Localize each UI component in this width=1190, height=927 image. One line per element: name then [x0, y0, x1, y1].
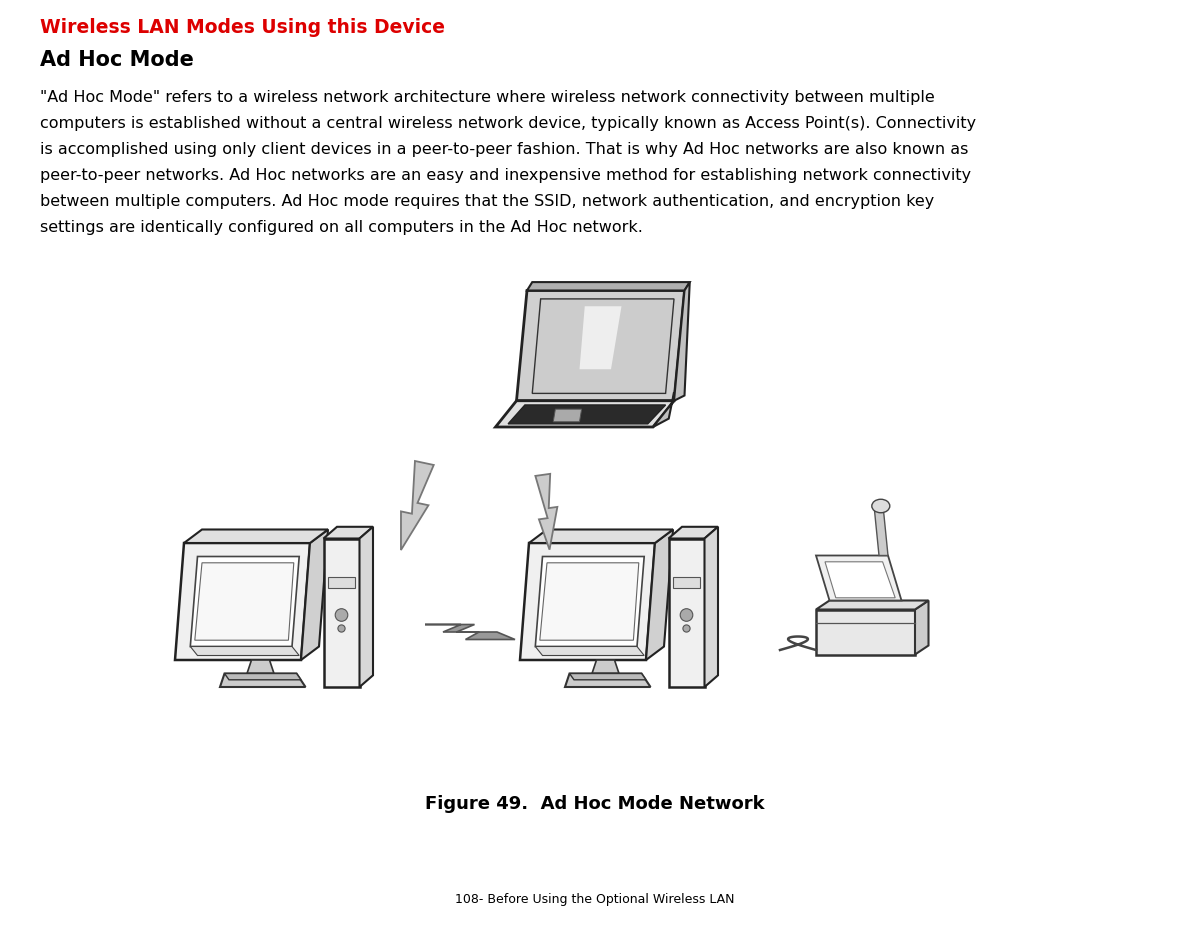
- Polygon shape: [674, 283, 690, 401]
- Circle shape: [683, 625, 690, 632]
- Polygon shape: [580, 307, 621, 370]
- Polygon shape: [324, 527, 372, 539]
- Circle shape: [338, 625, 345, 632]
- Text: Figure 49.  Ad Hoc Mode Network: Figure 49. Ad Hoc Mode Network: [425, 794, 765, 812]
- Polygon shape: [565, 674, 651, 687]
- Text: settings are identically configured on all computers in the Ad Hoc network.: settings are identically configured on a…: [40, 220, 643, 235]
- Polygon shape: [301, 530, 328, 660]
- Polygon shape: [527, 283, 690, 291]
- Polygon shape: [401, 462, 433, 551]
- Polygon shape: [875, 511, 888, 556]
- Polygon shape: [425, 625, 515, 640]
- Polygon shape: [248, 660, 274, 674]
- Text: 108- Before Using the Optional Wireless LAN: 108- Before Using the Optional Wireless …: [456, 892, 734, 905]
- Polygon shape: [553, 410, 582, 423]
- Polygon shape: [220, 674, 306, 687]
- Polygon shape: [825, 562, 895, 598]
- Polygon shape: [704, 527, 718, 687]
- Circle shape: [336, 609, 347, 622]
- Text: is accomplished using only client devices in a peer-to-peer fashion. That is why: is accomplished using only client device…: [40, 142, 969, 157]
- Polygon shape: [520, 543, 654, 660]
- Polygon shape: [915, 601, 928, 654]
- Polygon shape: [359, 527, 372, 687]
- Polygon shape: [674, 578, 700, 589]
- Polygon shape: [669, 539, 704, 687]
- Text: peer-to-peer networks. Ad Hoc networks are an easy and inexpensive method for es: peer-to-peer networks. Ad Hoc networks a…: [40, 168, 971, 183]
- Polygon shape: [516, 291, 684, 401]
- Text: computers is established without a central wireless network device, typically kn: computers is established without a centr…: [40, 116, 976, 131]
- Polygon shape: [540, 564, 639, 641]
- Polygon shape: [195, 564, 294, 641]
- Polygon shape: [570, 674, 646, 680]
- Polygon shape: [816, 601, 928, 610]
- Text: Ad Hoc Mode: Ad Hoc Mode: [40, 50, 194, 70]
- Text: Wireless LAN Modes Using this Device: Wireless LAN Modes Using this Device: [40, 18, 445, 37]
- Polygon shape: [536, 475, 557, 550]
- Polygon shape: [225, 674, 301, 680]
- Polygon shape: [328, 578, 355, 589]
- Polygon shape: [669, 527, 718, 539]
- Polygon shape: [184, 530, 328, 543]
- Polygon shape: [536, 557, 644, 647]
- Circle shape: [681, 609, 693, 622]
- Text: between multiple computers. Ad Hoc mode requires that the SSID, network authenti: between multiple computers. Ad Hoc mode …: [40, 194, 934, 209]
- Polygon shape: [190, 647, 299, 655]
- Polygon shape: [530, 530, 674, 543]
- Text: "Ad Hoc Mode" refers to a wireless network architecture where wireless network c: "Ad Hoc Mode" refers to a wireless netwo…: [40, 90, 935, 105]
- Polygon shape: [591, 660, 619, 674]
- Polygon shape: [816, 556, 902, 601]
- Polygon shape: [508, 405, 665, 425]
- Polygon shape: [175, 543, 311, 660]
- Polygon shape: [646, 530, 674, 660]
- Polygon shape: [495, 401, 674, 427]
- Ellipse shape: [872, 500, 890, 514]
- Polygon shape: [816, 610, 915, 654]
- Polygon shape: [536, 647, 644, 655]
- Polygon shape: [324, 539, 359, 687]
- Polygon shape: [653, 393, 674, 427]
- Polygon shape: [190, 557, 299, 647]
- Polygon shape: [532, 299, 674, 394]
